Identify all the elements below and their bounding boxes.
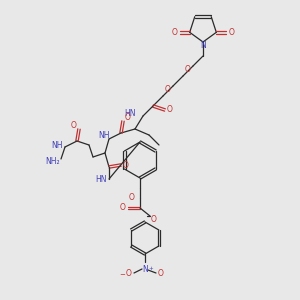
Text: O: O bbox=[165, 85, 171, 94]
Text: O: O bbox=[129, 194, 135, 202]
Text: O: O bbox=[172, 28, 178, 37]
Text: N: N bbox=[200, 40, 206, 50]
Text: NH: NH bbox=[51, 142, 63, 151]
Text: O: O bbox=[228, 28, 234, 37]
Text: O: O bbox=[185, 64, 191, 74]
Text: O: O bbox=[120, 203, 126, 212]
Text: O: O bbox=[125, 113, 131, 122]
Text: NH₂: NH₂ bbox=[46, 157, 60, 166]
Text: O: O bbox=[71, 121, 77, 130]
Text: N: N bbox=[142, 265, 148, 274]
Text: HN: HN bbox=[95, 175, 107, 184]
Text: NH: NH bbox=[98, 131, 110, 140]
Text: −: − bbox=[119, 272, 125, 278]
Text: O: O bbox=[126, 269, 132, 278]
Text: O: O bbox=[123, 160, 129, 169]
Text: O: O bbox=[151, 214, 157, 224]
Text: +: + bbox=[148, 266, 153, 271]
Text: O: O bbox=[158, 269, 164, 278]
Text: HN: HN bbox=[124, 110, 136, 118]
Text: O: O bbox=[167, 106, 173, 115]
